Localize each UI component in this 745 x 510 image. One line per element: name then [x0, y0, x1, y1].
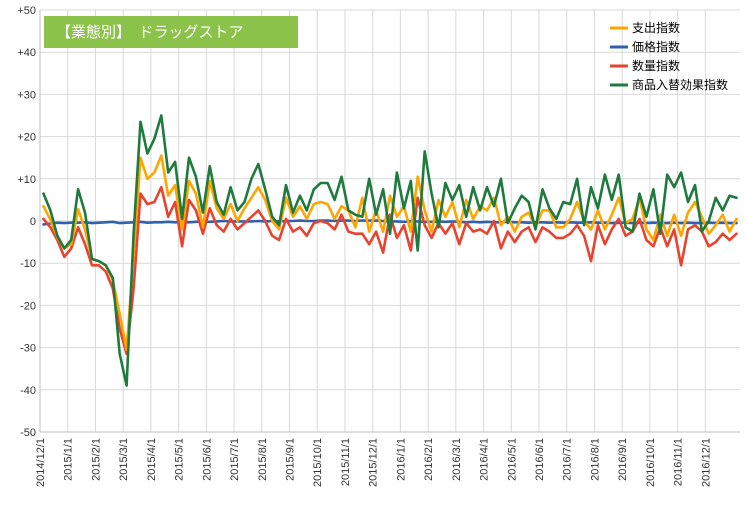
x-tick-label: 2015/3/1 [118, 438, 130, 481]
x-tick-label: 2015/7/1 [229, 438, 241, 481]
y-tick-label: +10 [17, 174, 36, 186]
x-tick-label: 2016/10/1 [645, 438, 657, 487]
y-tick-label: +30 [17, 89, 36, 101]
x-tick-label: 2016/11/1 [673, 438, 685, 486]
series-lines [42, 114, 738, 387]
y-tick-label: +20 [17, 132, 36, 144]
x-tick-label: 2016/5/1 [506, 438, 518, 481]
x-tick-label: 2015/10/1 [312, 438, 324, 487]
y-tick-label: -40 [20, 385, 36, 397]
x-tick-label: 2015/9/1 [285, 438, 297, 481]
x-tick-label: 2016/1/1 [395, 438, 407, 481]
x-tick-label: 2015/5/1 [174, 438, 186, 481]
x-tick-label: 2015/4/1 [146, 438, 158, 481]
x-tick-label: 2015/12/1 [368, 438, 380, 487]
legend-label: 数量指数 [632, 58, 680, 73]
legend-label: 価格指数 [632, 39, 680, 54]
title-background [44, 16, 298, 48]
x-tick-labels: 2014/12/1 2015/1/1 2015/2/1 2015/3/1 2015/4/… [35, 438, 712, 487]
x-tick-label: 2016/9/1 [617, 438, 629, 481]
chart-title: 【業態別】 ドラッグストア [56, 24, 244, 41]
x-tick-label: 2015/11/1 [340, 438, 352, 486]
axes [39, 10, 740, 433]
x-tick-label: 2016/7/1 [562, 438, 574, 481]
x-tick-label: 2016/12/1 [700, 438, 712, 487]
legend-label: 支出指数 [632, 20, 680, 35]
x-tick-label: 2016/6/1 [534, 438, 546, 481]
x-tick-label: 2015/2/1 [90, 438, 102, 481]
y-tick-label: -50 [20, 427, 36, 439]
series-line-0 [42, 154, 738, 352]
y-tick-label: -10 [20, 258, 36, 270]
x-tick-label: 2016/8/1 [589, 438, 601, 481]
x-tick-label: 2016/4/1 [479, 438, 491, 481]
legend-label: 商品入替効果指数 [632, 77, 728, 92]
x-tick-label: 2015/6/1 [201, 438, 213, 481]
y-tick-label: +50 [17, 5, 36, 17]
y-tick-label: +40 [17, 47, 36, 59]
y-tick-labels: +50 +40 +30 +20 +10 0 -10 -20 -30 -40 -50 [17, 5, 36, 439]
chart-title-box: 【業態別】 ドラッグストア [44, 16, 298, 48]
x-tick-label: 2014/12/1 [35, 438, 47, 487]
x-tick-label: 2016/2/1 [423, 438, 435, 481]
y-tick-label: 0 [30, 216, 36, 228]
series-line-3 [42, 114, 738, 387]
x-tick-label: 2015/1/1 [63, 438, 75, 481]
x-tick-label: 2015/8/1 [257, 438, 269, 481]
x-tick-label: 2016/3/1 [451, 438, 463, 481]
y-tick-label: -30 [20, 343, 36, 355]
series-line-2 [42, 185, 738, 356]
y-tick-label: -20 [20, 300, 36, 312]
